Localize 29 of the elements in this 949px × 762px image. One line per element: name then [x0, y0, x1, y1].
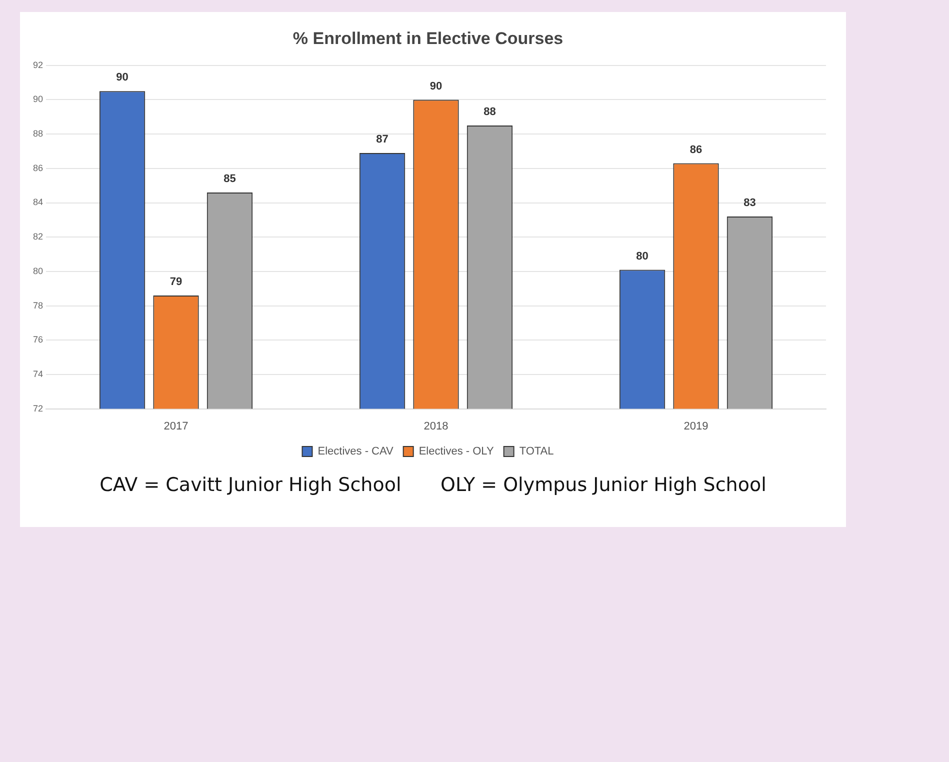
x-tick-label: 2019: [684, 420, 708, 432]
y-tick-label: 82: [32, 232, 44, 242]
x-tick-label: 2017: [164, 420, 188, 432]
data-label: 83: [744, 197, 756, 210]
y-tick-label: 72: [32, 403, 44, 414]
y-tick-label: 88: [32, 128, 44, 139]
y-tick-label: 76: [32, 334, 44, 345]
text: CAV = Cavitt Junior High School: [100, 474, 402, 496]
data-label: 87: [376, 134, 388, 146]
data-label: 90: [430, 80, 442, 92]
legend-label: Electives - CAV: [318, 446, 394, 458]
x-tick-label: 2018: [424, 420, 448, 432]
y-tick-label: 78: [32, 300, 44, 310]
y-tick-label: 92: [32, 60, 44, 70]
legend-label: TOTAL: [519, 446, 554, 458]
data-label: 90: [116, 72, 128, 84]
data-label: 86: [690, 144, 702, 156]
data-label: 88: [484, 106, 496, 118]
data-label: 80: [636, 250, 648, 262]
y-tick-label: 74: [32, 368, 44, 379]
y-tick-label: 84: [32, 197, 44, 208]
y-tick-label: 80: [32, 266, 44, 276]
data-label: 79: [170, 276, 182, 288]
legend-label: Electives - OLY: [418, 446, 494, 458]
chart-title: % Enrollment in Elective Courses: [292, 28, 564, 48]
text: OLY = Olympus Junior High School: [440, 474, 766, 496]
y-tick-label: 90: [32, 94, 44, 104]
data-label: 85: [224, 172, 236, 185]
y-tick-label: 86: [32, 162, 44, 173]
